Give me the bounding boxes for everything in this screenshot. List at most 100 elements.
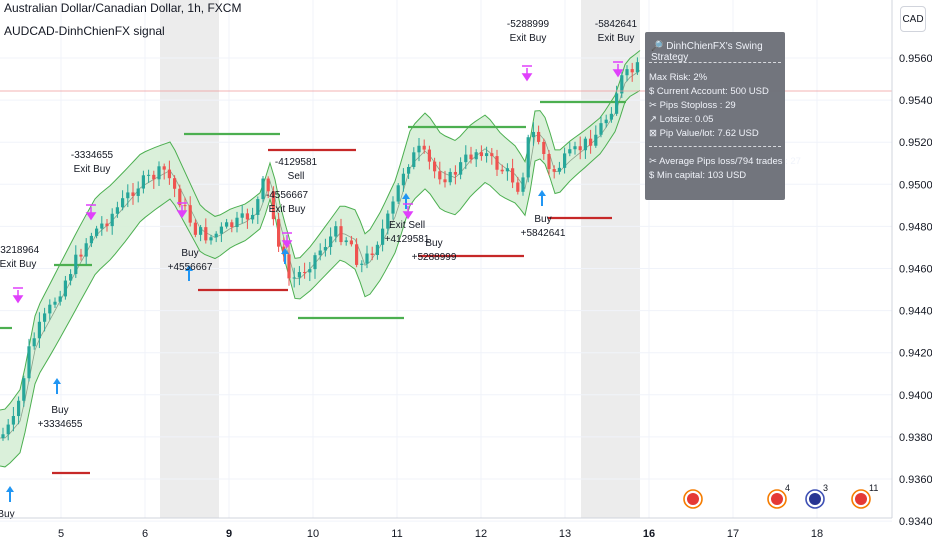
candle-body — [152, 174, 156, 180]
signal-label-line2: Exit Buy — [0, 259, 36, 270]
candle-body — [1, 434, 5, 438]
candle-body — [438, 171, 442, 180]
event-count: 3 — [823, 483, 828, 493]
candle-body — [474, 152, 478, 160]
candle-body — [115, 207, 119, 214]
time-axis[interactable]: 5 6 9 10 11 12 13 16 17 18 — [0, 517, 892, 540]
candle-body — [178, 188, 182, 206]
panel-row-avg-pips: ✂ Average Pips loss/794 trades : 27 — [649, 156, 801, 167]
candle-body — [292, 277, 296, 279]
exit-arrow-icon — [176, 202, 188, 219]
candle-body — [297, 272, 301, 278]
time-tick-label: 9 — [226, 528, 232, 540]
candle-body — [422, 145, 426, 150]
channel-upper — [0, 50, 641, 411]
candle-body — [183, 205, 187, 207]
exit-arrow-icon — [85, 204, 97, 221]
signal-label-line2: Sell — [288, 171, 305, 182]
candle-body — [188, 205, 192, 223]
candle-body — [433, 161, 437, 172]
time-tick-label: 13 — [559, 528, 571, 540]
time-tick-label: 16 — [643, 528, 655, 540]
candle-body — [219, 226, 223, 234]
signal-label-line2: Exit Buy — [598, 33, 635, 44]
candle-body — [557, 167, 561, 172]
event-badges[interactable]: 4 3 11 — [683, 483, 878, 509]
price-tick-label: 0.93400 — [899, 516, 932, 528]
event-count: 11 — [869, 483, 878, 493]
candle-body — [74, 254, 78, 275]
candle-body — [391, 201, 395, 214]
candle-body — [37, 321, 41, 339]
signal-label-line1: Buy — [181, 248, 198, 259]
candle-body — [277, 219, 281, 247]
signal-label-line1: -4556667 — [266, 190, 309, 201]
candle-body — [599, 123, 603, 135]
candle-body — [396, 185, 400, 202]
candle-body — [58, 296, 62, 302]
candle-body — [552, 169, 556, 172]
candle-body — [204, 227, 208, 241]
candle-body — [568, 149, 572, 154]
candle-body — [141, 175, 145, 189]
australia-flag-icon[interactable]: 3 — [805, 483, 828, 509]
exit-arrow-icon — [12, 287, 24, 304]
candle-body — [318, 250, 322, 256]
panel-title: 🔎 DinhChienFX's Swing Strategy — [651, 41, 763, 63]
panel-divider — [649, 62, 781, 63]
candle-body — [516, 182, 520, 192]
candle-body — [365, 253, 369, 264]
candle-body — [17, 400, 21, 417]
candle-body — [329, 236, 333, 248]
time-tick-label: 10 — [307, 528, 319, 540]
candle-body — [95, 228, 99, 236]
candle-body — [303, 272, 307, 274]
panel-row-lotsize: ↗ Lotsize: 0.05 — [649, 114, 714, 125]
currency-button[interactable]: CAD — [900, 6, 926, 32]
candle-body — [443, 179, 447, 183]
signal-label-line2: +3334655 — [38, 419, 83, 430]
panel-row-min-capital: $ Min capital: 103 USD — [649, 170, 747, 181]
panel-row-stoploss: ✂ Pips Stoploss : 29 — [649, 100, 736, 111]
candle-body — [360, 263, 364, 265]
candle-body — [84, 243, 88, 257]
canada-flag-icon[interactable]: 11 — [851, 483, 878, 509]
candle-body — [110, 213, 114, 227]
candle-body — [511, 168, 515, 183]
time-tick-label: 12 — [475, 528, 487, 540]
buy-arrow-icon — [538, 190, 546, 206]
candle-body — [485, 153, 489, 157]
signal-label-line1: -4129581 — [275, 157, 318, 168]
candle-body — [453, 171, 457, 175]
signal-label-line1: Exit Sell — [389, 220, 425, 231]
canada-flag-icon[interactable] — [683, 489, 703, 509]
time-tick-label: 17 — [727, 528, 739, 540]
candle-body — [583, 138, 587, 151]
candle-body — [271, 191, 275, 220]
indicator-name[interactable]: AUDCAD-DinhChienFX signal — [4, 24, 165, 38]
candle-body — [53, 301, 57, 305]
candle-body — [344, 240, 348, 243]
signal-label-line2: +4129581 — [385, 234, 430, 245]
canada-flag-icon[interactable]: 4 — [767, 483, 790, 509]
candle-body — [199, 227, 203, 235]
candle-body — [126, 192, 130, 199]
candle-body — [27, 346, 31, 379]
symbol-title[interactable]: Australian Dollar/Canadian Dollar, 1h, F… — [4, 1, 242, 15]
time-tick-label: 6 — [142, 528, 148, 540]
candle-body — [573, 146, 577, 150]
candle-body — [401, 173, 405, 186]
signal-labels: -3218964 Exit Buy Buy +3334655 -3334655 Exit … — [0, 19, 638, 520]
candle-body — [214, 233, 218, 238]
time-tick-label: 5 — [58, 528, 64, 540]
